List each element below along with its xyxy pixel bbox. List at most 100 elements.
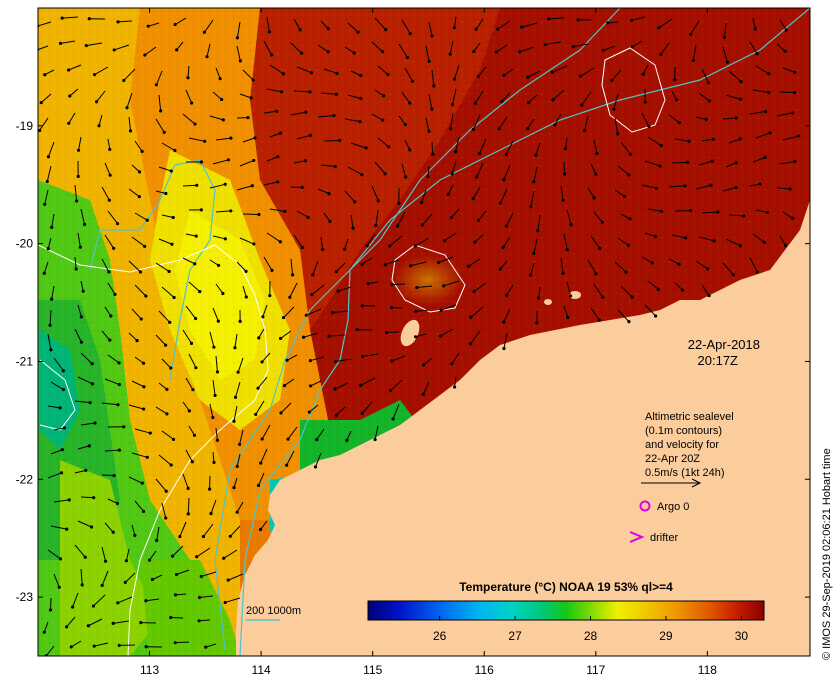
velocity-arrow-head	[580, 103, 584, 107]
velocity-arrow	[98, 114, 103, 126]
velocity-arrow	[101, 546, 107, 562]
bathymetry-legend: 200 1000m	[246, 605, 301, 621]
velocity-arrow-head	[387, 145, 391, 149]
velocity-arrow	[266, 88, 282, 93]
velocity-arrow	[179, 521, 187, 537]
velocity-arrow-head	[476, 218, 481, 223]
velocity-arrow	[752, 17, 756, 30]
velocity-arrow-head	[269, 53, 274, 57]
velocity-arrow-head	[187, 409, 191, 413]
velocity-arrow	[196, 547, 211, 558]
velocity-arrow	[422, 381, 430, 395]
velocity-arrow-head	[159, 109, 163, 113]
velocity-arrow	[280, 402, 292, 414]
velocity-arrow	[573, 43, 589, 48]
velocity-arrow	[182, 329, 192, 344]
velocity-arrow-head	[334, 269, 338, 274]
velocity-arrow-head	[420, 223, 425, 227]
velocity-arrow	[104, 378, 120, 385]
velocity-arrow-head	[67, 68, 71, 72]
velocity-arrow	[346, 430, 352, 441]
velocity-arrow-head	[691, 58, 695, 63]
velocity-arrow-head	[229, 209, 233, 213]
velocity-arrow	[566, 209, 572, 225]
velocity-arrow-head	[359, 73, 363, 78]
velocity-arrow	[336, 262, 346, 272]
velocity-arrow	[473, 42, 481, 52]
velocity-arrow	[149, 550, 157, 561]
velocity-arrow	[199, 595, 214, 598]
velocity-arrow	[101, 258, 110, 273]
velocity-arrow-head	[143, 53, 147, 57]
velocity-arrow	[752, 157, 766, 163]
velocity-arrow-head	[58, 557, 63, 561]
velocity-arrow-head	[658, 164, 662, 168]
x-tick-label: 117	[586, 663, 605, 677]
velocity-arrow	[182, 401, 190, 412]
velocity-arrow-head	[597, 318, 601, 322]
velocity-arrow-head	[197, 595, 202, 600]
velocity-arrow	[263, 181, 278, 186]
velocity-arrow-head	[502, 320, 506, 324]
velocity-arrow	[441, 304, 457, 311]
velocity-arrow-head	[471, 197, 475, 201]
velocity-arrow	[779, 19, 787, 31]
velocity-arrow-head	[201, 534, 206, 539]
velocity-arrow-head	[328, 219, 332, 223]
velocity-arrow-head	[45, 179, 49, 184]
velocity-arrow-head	[236, 370, 240, 374]
velocity-arrow	[660, 42, 670, 55]
velocity-arrow	[371, 41, 383, 53]
velocity-arrow-head	[390, 305, 394, 310]
velocity-arrow	[415, 333, 427, 338]
velocity-arrow-head	[334, 92, 338, 96]
velocity-arrow	[535, 142, 541, 156]
velocity-arrow-head	[535, 321, 539, 325]
velocity-arrow	[40, 93, 52, 104]
velocity-arrow	[131, 452, 148, 458]
velocity-arrow-head	[191, 388, 195, 392]
velocity-arrow	[451, 352, 460, 364]
velocity-arrow	[779, 235, 787, 246]
velocity-arrow	[590, 235, 601, 249]
velocity-arrow	[188, 425, 195, 436]
velocity-arrow	[755, 209, 768, 213]
velocity-arrow-head	[193, 262, 197, 266]
velocity-arrow-head	[49, 348, 53, 352]
velocity-arrow-head	[135, 339, 139, 343]
velocity-arrow-head	[408, 31, 412, 36]
velocity-arrow-head	[223, 600, 227, 605]
velocity-arrow	[104, 162, 111, 176]
velocity-arrow	[72, 592, 79, 608]
velocity-arrow	[476, 162, 484, 178]
velocity-arrow	[185, 233, 197, 237]
velocity-arrow	[501, 92, 511, 102]
velocity-arrow-head	[707, 99, 711, 103]
velocity-arrow	[668, 114, 680, 123]
velocity-arrow	[43, 261, 49, 274]
velocity-arrow	[93, 594, 106, 607]
velocity-arrow-head	[738, 137, 742, 141]
velocity-arrow-head	[169, 366, 173, 370]
velocity-arrow-head	[467, 264, 471, 268]
velocity-arrow	[521, 22, 538, 28]
velocity-arrow-head	[627, 320, 631, 324]
velocity-arrow	[212, 307, 219, 322]
velocity-arrow-head	[81, 289, 85, 293]
velocity-arrow	[647, 280, 659, 290]
velocity-arrow-head	[630, 295, 634, 299]
velocity-arrow	[631, 16, 646, 21]
velocity-arrow-head	[405, 55, 410, 60]
velocity-arrow-head	[657, 26, 661, 30]
velocity-arrow-head	[452, 77, 457, 81]
velocity-arrow-head	[194, 234, 198, 238]
velocity-arrow-head	[280, 90, 284, 94]
velocity-arrow-head	[304, 110, 308, 114]
velocity-arrow	[581, 91, 592, 106]
velocity-arrow-head	[140, 481, 144, 485]
velocity-arrow-head	[592, 196, 596, 200]
velocity-arrow	[776, 43, 786, 52]
velocity-arrow	[590, 307, 600, 321]
velocity-arrow-head	[536, 296, 541, 300]
velocity-arrow	[101, 186, 110, 201]
